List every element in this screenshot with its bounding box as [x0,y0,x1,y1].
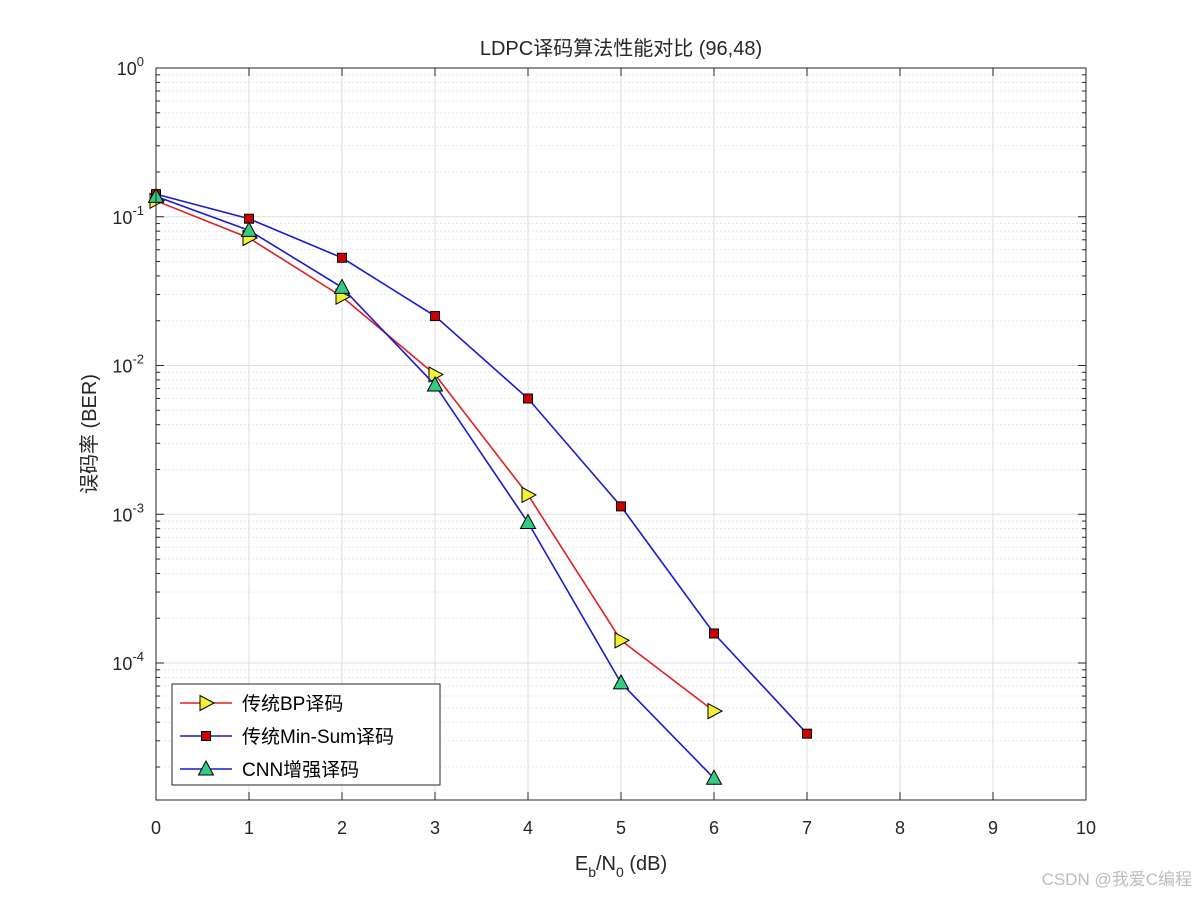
series-3 [147,187,723,785]
x-tick-label: 1 [244,818,254,838]
y-tick-label: 100 [117,54,144,79]
chart-title: LDPC译码算法性能对比 (96,48) [480,37,762,60]
legend-marker [199,694,216,712]
y-tick-label: 10-1 [112,203,144,228]
series-2-point [616,501,626,512]
legend-entry-3: CNN增强译码 [180,759,359,781]
legend-label: 传统BP译码 [242,693,343,715]
x-tick-label: 2 [337,818,347,838]
x-tick-label: 10 [1076,818,1096,838]
legend-label: CNN增强译码 [242,759,359,781]
series-2-line [155,193,808,735]
series-3-point [519,513,537,530]
series-2 [151,189,812,739]
series-2-point [337,252,347,263]
x-label-main: E [575,853,588,875]
legend-marker [201,731,211,741]
y-tick-label: 10-3 [112,500,144,525]
series-2-point [430,311,440,322]
x-tick-label: 7 [802,818,812,838]
x-axis-label: Eb/N0 (dB) [575,853,667,880]
watermark: CSDN @我爱C编程 [1041,870,1192,889]
x-label-mid: /N [596,853,616,875]
series-3-point [240,221,258,237]
x-tick-label: 0 [151,818,161,838]
y-tick-label: 10-4 [112,649,144,674]
series-layer [147,187,812,785]
y-axis-label: 误码率 (BER) [78,374,101,494]
series-3-point [705,769,723,785]
x-tick-label: 4 [523,818,533,838]
series-1-point [521,486,538,504]
series-2-point [802,728,812,739]
series-1-point [614,632,631,649]
series-1-point [707,702,724,720]
x-label-sub2: 0 [616,864,624,880]
legend-marker [197,759,215,776]
x-label-tail: (dB) [624,853,667,875]
legend-box [171,683,441,786]
x-tick-label: 5 [616,818,626,838]
legend-entry-1: 传统BP译码 [180,693,343,715]
legend-entry-2: 传统Min-Sum译码 [180,726,394,748]
y-tick-label: 10-2 [112,352,144,377]
x-tick-label: 9 [988,818,998,838]
series-2-point [523,393,533,404]
series-2-point [709,628,719,639]
x-tick-label: 8 [895,818,905,838]
series-3-point [426,375,444,392]
x-tick-label: 6 [709,818,719,838]
x-label-sub1: b [588,864,596,880]
x-tick-label: 3 [430,818,440,838]
series-3-point [612,673,630,690]
series-3-point [333,278,351,294]
legend-label: 传统Min-Sum译码 [242,726,394,748]
ticks: 0 1 2 3 4 5 6 7 8 9 10 100 10-1 10-2 10-3 10-4 [112,54,1096,838]
